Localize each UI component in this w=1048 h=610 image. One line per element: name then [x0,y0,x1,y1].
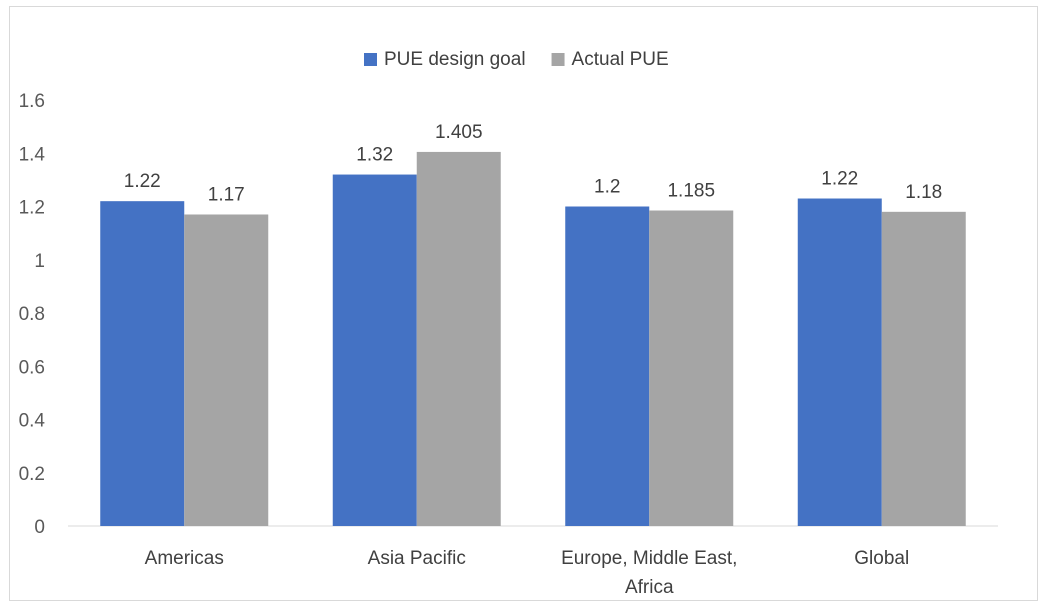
y-tick-label: 0.8 [19,304,45,325]
legend-label: PUE design goal [384,49,526,70]
data-label: 1.185 [667,180,715,201]
legend-swatch [551,53,565,66]
y-tick-label: 0.2 [19,464,45,485]
data-label: 1.22 [124,171,161,192]
data-label: 1.405 [435,122,483,143]
bar-design-goal [565,206,650,526]
data-label: 1.22 [821,169,858,190]
legend-label: Actual PUE [572,49,669,70]
x-tick-label: Asia Pacific [368,548,466,569]
y-tick-label: 1.4 [19,144,46,165]
y-tick-label: 1 [34,251,45,272]
y-tick-label: 1.2 [19,198,45,219]
bar-design-goal [797,198,882,526]
x-tick-label: Global [854,548,909,569]
bar-design-goal [332,174,417,527]
x-tick-label: Europe, Middle East, [561,548,737,569]
bar-actual [184,214,269,527]
data-label: 1.18 [905,182,942,203]
bar-actual [881,211,966,526]
y-tick-label: 0 [34,517,45,538]
legend-swatch [364,53,377,66]
x-tick-label: Africa [625,577,674,598]
x-tick-label: Americas [145,548,224,569]
bar-actual [416,151,501,526]
bar-design-goal [100,201,185,527]
data-label: 1.2 [594,177,620,198]
y-tick-label: 0.6 [19,357,45,378]
data-label: 1.17 [208,184,245,205]
y-tick-label: 1.6 [19,91,45,112]
data-label: 1.32 [356,145,393,166]
bar-actual [649,210,734,526]
y-tick-label: 0.4 [19,411,46,432]
